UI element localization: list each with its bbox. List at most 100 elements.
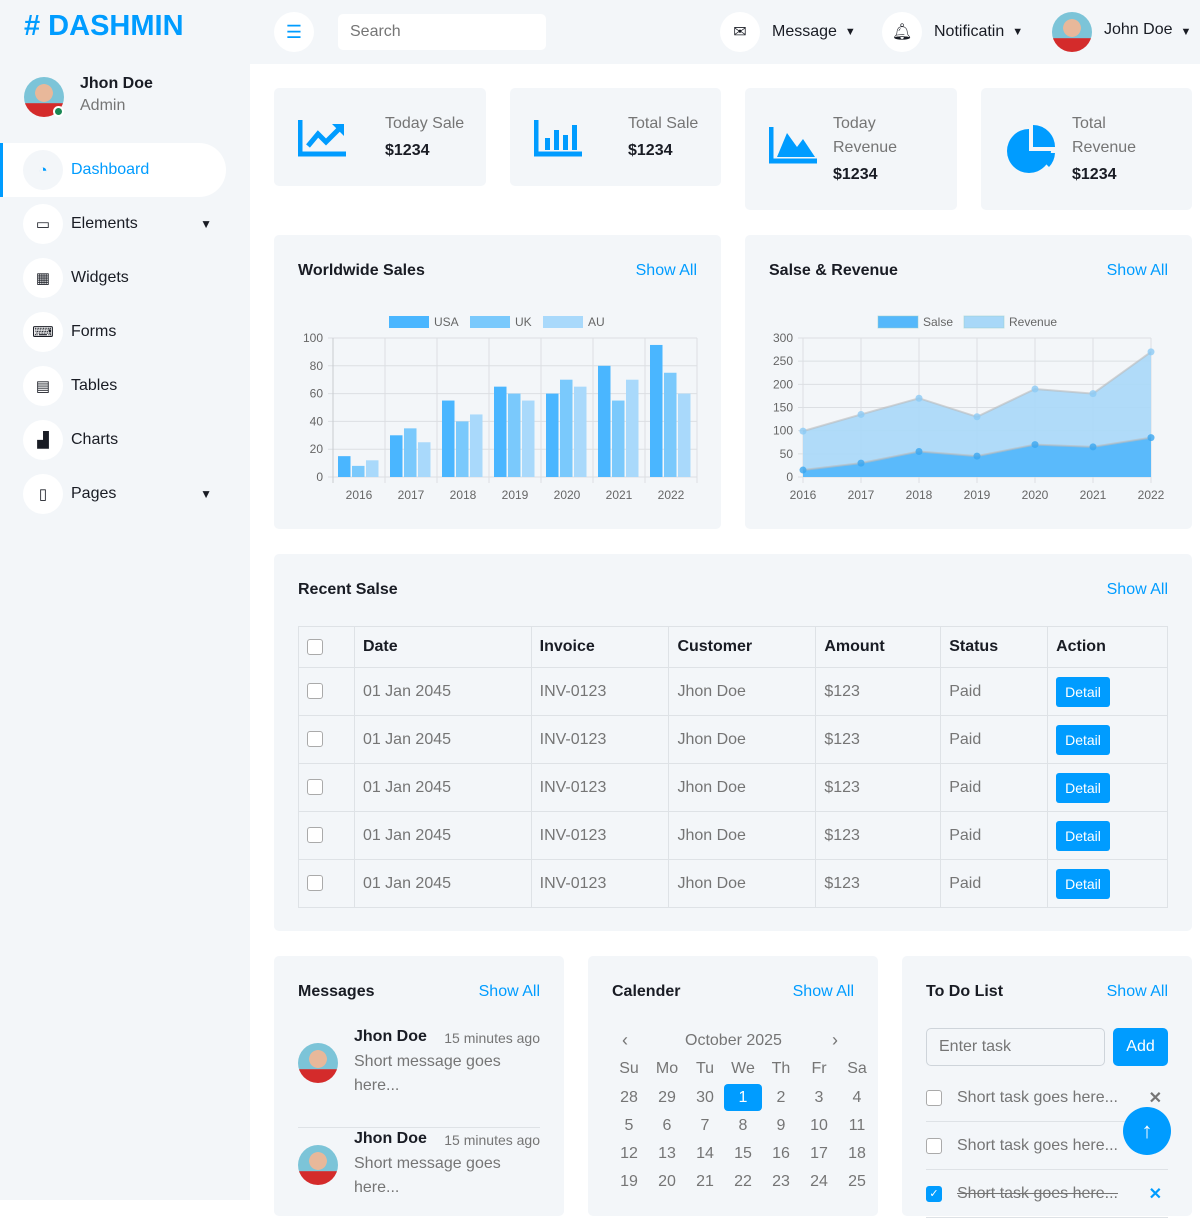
day-number: 12 [620, 1144, 638, 1162]
sidebar-item-tables[interactable]: ▤ Tables [0, 359, 226, 413]
day-number: 1 [724, 1083, 762, 1111]
cell-date: 01 Jan 2045 [353, 811, 532, 860]
row-checkbox[interactable] [307, 731, 323, 748]
bar [470, 414, 483, 477]
show-all-link[interactable]: Show All [478, 983, 540, 1000]
show-all-link[interactable]: Show All [792, 983, 854, 1000]
row-checkbox[interactable] [307, 779, 323, 796]
calendar-day[interactable]: 25 [838, 1167, 876, 1195]
calendar-day[interactable]: 24 [800, 1167, 838, 1195]
calendar-day[interactable]: 3 [800, 1083, 838, 1111]
message-item[interactable]: Jhon Doe 15 minutes ago Short message go… [298, 1026, 540, 1128]
calendar-day[interactable]: 6 [648, 1111, 686, 1139]
back-to-top-button[interactable]: ↑ [1123, 1107, 1171, 1155]
prev-month-button[interactable]: ‹ [622, 1030, 628, 1050]
calendar-day[interactable]: 4 [838, 1083, 876, 1111]
row-checkbox[interactable] [307, 875, 323, 892]
y-tick-label: 80 [310, 359, 324, 373]
sidebar-item-pages[interactable]: ▯ Pages ▼ [0, 467, 226, 521]
message-dropdown[interactable]: ✉ Message ▼ [720, 12, 856, 52]
calendar-day[interactable]: 16 [762, 1139, 800, 1167]
calendar-day[interactable]: 14 [686, 1139, 724, 1167]
bar [508, 393, 521, 477]
calendar-day[interactable]: 29 [648, 1083, 686, 1111]
chevron-down-icon: ▼ [844, 26, 856, 38]
calendar-day[interactable]: 1 [724, 1083, 762, 1111]
notification-dropdown[interactable]: 🔔︎ Notificatin ▼ [882, 12, 1023, 52]
calendar-day[interactable]: 8 [724, 1111, 762, 1139]
cell-date: 01 Jan 2045 [353, 715, 532, 764]
legend-swatch [389, 316, 429, 328]
detail-button[interactable]: Detail [1056, 868, 1110, 899]
task-input[interactable] [926, 1028, 1105, 1066]
calendar-day[interactable]: 2 [762, 1083, 800, 1111]
stat-card: Today Sale $1234 [274, 88, 486, 186]
calendar-day[interactable]: 11 [838, 1111, 876, 1139]
show-all-link[interactable]: Show All [1106, 983, 1168, 1000]
calendar-day[interactable]: 5 [610, 1111, 648, 1139]
row-checkbox[interactable] [307, 683, 323, 700]
y-tick-label: 200 [773, 377, 793, 391]
add-task-button[interactable]: Add [1113, 1028, 1168, 1066]
calendar-day[interactable]: 21 [686, 1167, 724, 1195]
sidebar-item-elements[interactable]: ▭ Elements ▼ [0, 197, 226, 251]
delete-task-icon[interactable]: ✕ [1148, 1089, 1162, 1107]
task-checkbox[interactable] [926, 1137, 942, 1154]
calendar-day[interactable]: 12 [610, 1139, 648, 1167]
cell-customer: Jhon Doe [668, 859, 817, 908]
calendar-day[interactable]: 20 [648, 1167, 686, 1195]
delete-task-icon[interactable]: ✕ [1148, 1185, 1162, 1203]
arrow-up-icon: ↑ [1141, 1118, 1153, 1143]
calendar-day[interactable]: 18 [838, 1139, 876, 1167]
stat-card: Total Revenue $1234 [981, 88, 1192, 210]
message-item[interactable]: Jhon Doe 15 minutes ago Short message go… [298, 1128, 540, 1230]
day-number: 21 [696, 1172, 714, 1190]
detail-button[interactable]: Detail [1056, 772, 1110, 803]
chevron-down-icon: ▼ [1180, 26, 1192, 38]
calendar-day[interactable]: 17 [800, 1139, 838, 1167]
show-all-link[interactable]: Show All [635, 262, 697, 279]
day-number: 28 [620, 1088, 638, 1106]
day-number: 16 [772, 1144, 790, 1162]
data-point [915, 448, 923, 456]
sidebar-item-dashboard[interactable]: ◔ Dashboard [0, 143, 226, 197]
day-number: 2 [776, 1088, 786, 1106]
data-point [857, 410, 865, 418]
y-tick-label: 100 [303, 331, 323, 345]
chart-pie-icon [1005, 125, 1057, 180]
calendar-day[interactable]: 10 [800, 1111, 838, 1139]
calendar-day[interactable]: 22 [724, 1167, 762, 1195]
sidebar-item-label: Charts [71, 431, 119, 448]
task-checkbox[interactable] [926, 1089, 942, 1106]
task-checkbox[interactable]: ✓ [926, 1185, 942, 1202]
calendar-day[interactable]: 15 [724, 1139, 762, 1167]
detail-button[interactable]: Detail [1056, 820, 1110, 851]
sidebar-item-charts[interactable]: ▟ Charts [0, 413, 226, 467]
row-checkbox[interactable] [307, 827, 323, 844]
cell-customer: Jhon Doe [668, 811, 817, 860]
calendar-day[interactable]: 9 [762, 1111, 800, 1139]
calendar-day[interactable]: 23 [762, 1167, 800, 1195]
show-all-link[interactable]: Show All [1106, 262, 1168, 279]
calendar-day[interactable]: 30 [686, 1083, 724, 1111]
x-tick-label: 2021 [606, 488, 633, 502]
detail-button[interactable]: Detail [1056, 676, 1110, 707]
y-tick-label: 60 [310, 387, 324, 401]
cell-status: Paid [940, 811, 1049, 860]
calendar-day[interactable]: 19 [610, 1167, 648, 1195]
next-month-button[interactable]: › [832, 1030, 838, 1050]
detail-button[interactable]: Detail [1056, 724, 1110, 755]
search-input[interactable] [338, 14, 546, 50]
brand-logo[interactable]: # DASHMIN [24, 10, 184, 42]
select-all-checkbox[interactable] [307, 638, 323, 655]
calendar-day[interactable]: 13 [648, 1139, 686, 1167]
calendar-day[interactable]: 7 [686, 1111, 724, 1139]
sidebar-toggle-button[interactable]: ☰ [274, 12, 314, 52]
bar [442, 400, 455, 477]
sidebar-item-forms[interactable]: ⌨ Forms [0, 305, 226, 359]
calendar-day[interactable]: 28 [610, 1083, 648, 1111]
calendar-month: October 2025 [685, 1032, 782, 1049]
show-all-link[interactable]: Show All [1106, 581, 1168, 598]
user-dropdown[interactable]: John Doe ▼ [1052, 12, 1191, 52]
sidebar-item-widgets[interactable]: ▦ Widgets [0, 251, 226, 305]
